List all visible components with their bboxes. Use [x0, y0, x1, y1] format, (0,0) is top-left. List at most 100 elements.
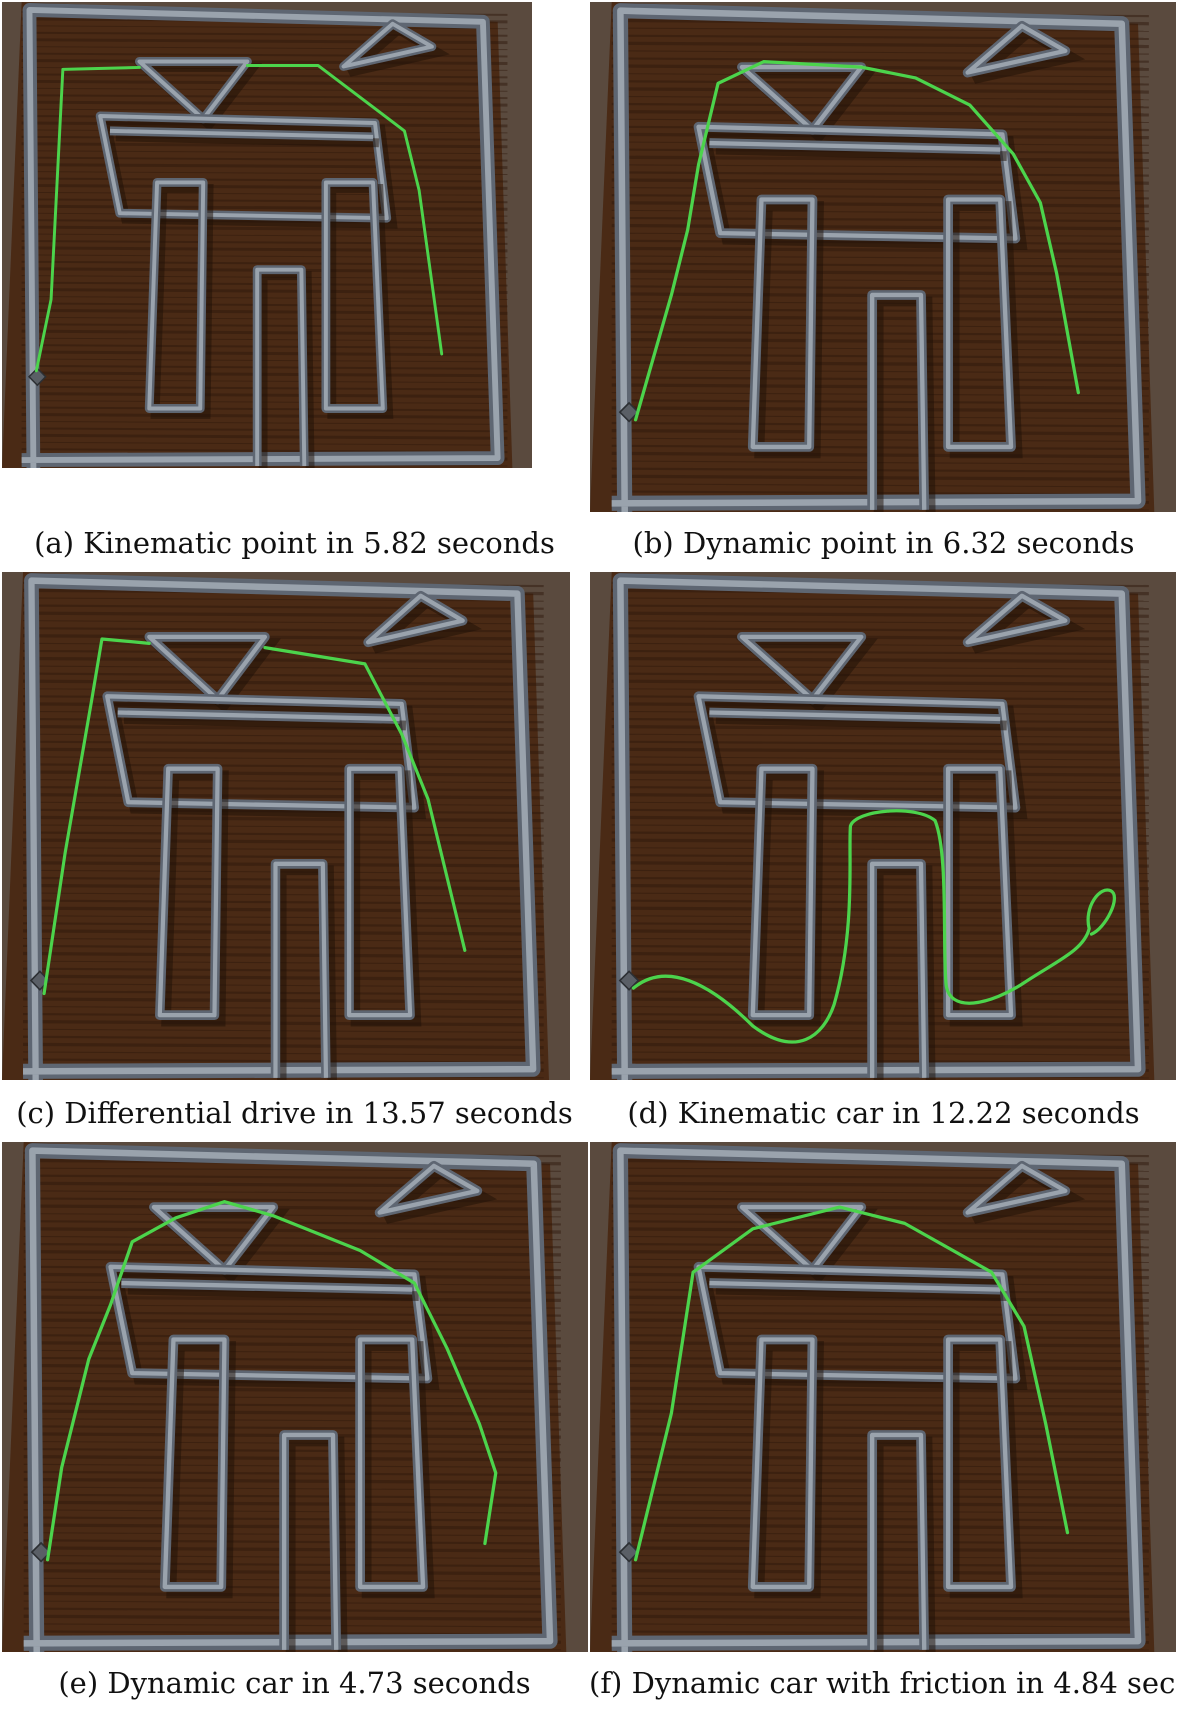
trajectory-path — [42, 637, 467, 996]
maze-wall-top-beam-top — [696, 124, 1018, 241]
robot-marker — [618, 1541, 640, 1563]
maze-wall-center-u-shadow — [277, 865, 337, 1080]
maze-wall-center-u-top — [869, 292, 927, 510]
wood-grain — [611, 73, 1149, 78]
maze-wall-corner-triangle-top — [965, 23, 1068, 75]
maze-wall-right-pillar-top — [357, 1337, 426, 1590]
maze-wall-right-pillar-top — [945, 1337, 1014, 1590]
maze-wall-beam-inner-top — [709, 710, 1001, 722]
wood-grain — [23, 1418, 561, 1423]
wood-grain — [23, 1242, 561, 1249]
maze-wall-left-pillar-shadow — [161, 770, 229, 1027]
wood-grain — [611, 194, 1149, 200]
wood-grain — [23, 740, 544, 747]
maze-wall-triangle-top — [147, 634, 268, 702]
scene-f — [590, 1142, 1176, 1652]
wood-grain — [611, 847, 1149, 852]
wood-grain — [23, 756, 544, 761]
wood-grain — [23, 1341, 561, 1348]
wood-grain — [23, 597, 544, 602]
outer-wall-top — [21, 6, 501, 468]
wood-grain — [611, 1258, 1149, 1263]
wood-grain — [611, 1213, 1149, 1218]
wood-grain — [611, 216, 1149, 223]
maze-wall-left-pillar-top — [157, 766, 220, 1018]
wood-grain — [611, 649, 1149, 656]
caption-b: (b) Dynamic point in 6.32 seconds — [632, 526, 1135, 560]
wood-grain — [21, 191, 508, 196]
maze-wall-beam-inner-top — [117, 710, 400, 722]
trajectory-path — [631, 809, 1117, 1044]
maze-wall-triangle-top — [137, 59, 250, 121]
wood-grain — [611, 171, 1149, 177]
scene-d — [590, 572, 1176, 1080]
wood-grain — [611, 763, 1149, 769]
maze-wall-triangle-top — [739, 64, 864, 133]
wood-grain — [611, 634, 1149, 641]
maze-wall-center-u-top — [869, 861, 927, 1078]
wood-grain — [611, 87, 1149, 94]
wood-grain — [611, 109, 1149, 117]
wood-grain — [23, 1235, 561, 1241]
wood-grain — [23, 793, 544, 800]
wood-grain — [611, 1402, 1149, 1408]
wood-grain — [23, 815, 544, 823]
wood-grain — [611, 831, 1149, 837]
scene-e — [2, 1142, 588, 1652]
wood-grain — [611, 80, 1149, 86]
caption-f: (f) Dynamic car with friction in 4.84 se… — [589, 1666, 1178, 1700]
wood-grain — [611, 824, 1149, 829]
wood-grain — [23, 1167, 561, 1172]
wood-grain — [23, 1249, 561, 1257]
wood-grain — [611, 665, 1149, 670]
maze-wall-left-pillar-top — [750, 766, 815, 1018]
maze-wall-left-pillar-top — [750, 197, 815, 450]
wood-grain — [611, 164, 1149, 169]
wood-grain — [611, 27, 1149, 32]
wood-grain — [23, 665, 544, 670]
maze-wall-right-pillar-top — [945, 197, 1014, 450]
wood-grain — [611, 733, 1149, 738]
maze-wall-beam-inner-top — [709, 140, 1001, 152]
maze-wall-triangle-top — [739, 1204, 864, 1273]
trajectory-path — [45, 1200, 498, 1562]
maze-wall-beam-inner-top — [709, 1280, 1001, 1292]
maze-wall-center-u-top — [869, 1432, 927, 1650]
wood-grain — [611, 178, 1149, 185]
wood-grain — [21, 156, 508, 162]
trajectory-path — [34, 63, 444, 373]
wood-grain — [611, 1174, 1149, 1180]
wood-grain — [21, 59, 508, 65]
maze-wall-corner-triangle-top — [377, 1163, 480, 1215]
maze-wall-beam-inner-shadow — [115, 132, 379, 148]
wood-grain — [23, 1318, 561, 1325]
wood-grain — [611, 246, 1149, 254]
robot-marker — [27, 367, 47, 387]
wood-grain — [611, 1409, 1149, 1416]
wood-grain — [21, 87, 508, 92]
wood-grain — [611, 1349, 1149, 1355]
wood-grain — [21, 108, 508, 113]
wood-grain — [611, 597, 1149, 602]
wood-grain — [611, 1249, 1149, 1257]
wood-grain — [611, 95, 1149, 101]
wood-grain — [23, 1174, 561, 1180]
maze-wall-right-pillar-shadow — [949, 770, 1023, 1027]
maze-wall-beam-inner-shadow — [127, 1284, 419, 1301]
panel-a-image — [2, 2, 532, 468]
maze-wall-beam-inner-shadow — [715, 714, 1007, 731]
wood-grain — [611, 1386, 1149, 1394]
wood-grain — [21, 171, 508, 176]
maze-wall-triangle-top — [739, 634, 864, 702]
outer-wall-top — [611, 1147, 1142, 1652]
wood-grain — [23, 1386, 561, 1394]
wood-grain — [21, 94, 508, 100]
maze-wall-right-pillar-top — [347, 766, 413, 1018]
wood-grain — [611, 642, 1149, 648]
maze-wall-right-pillar-shadow — [327, 183, 394, 419]
wood-grain — [21, 198, 508, 204]
wood-grain — [23, 656, 544, 664]
outer-wall-top — [23, 577, 537, 1080]
trajectory-path — [633, 60, 1080, 422]
wood-grain — [21, 25, 508, 30]
